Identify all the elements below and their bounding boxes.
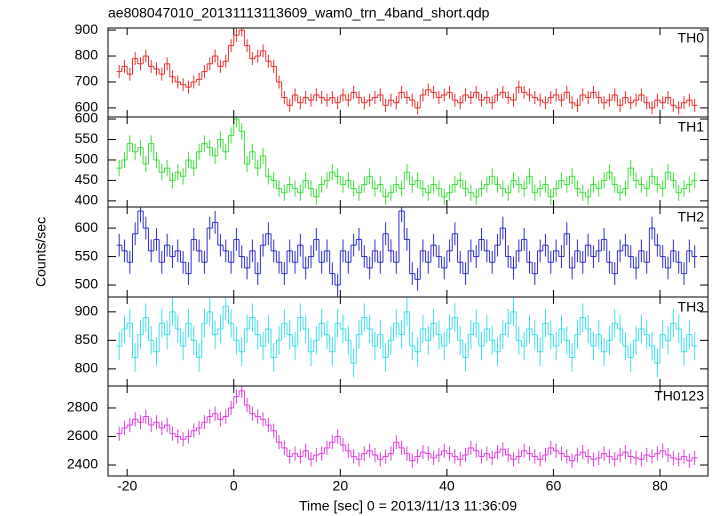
chart-title: ae808047010_20131113113609_wam0_trn_4ban… <box>108 5 490 21</box>
panel-frame <box>107 385 709 477</box>
x-axis-label: Time [sec] 0 = 2013/11/13 11:36:09 <box>299 498 517 514</box>
y-tick-label: 450 <box>75 171 99 187</box>
y-tick-label: 2600 <box>67 427 98 443</box>
y-tick-label: 550 <box>75 130 99 146</box>
panel-frame <box>107 206 709 298</box>
panel-label: TH0 <box>678 30 705 46</box>
y-tick-label: 2800 <box>67 399 98 415</box>
y-tick-label: 800 <box>75 360 99 376</box>
x-tick-label: 20 <box>333 478 349 494</box>
x-tick-label: 0 <box>230 478 238 494</box>
y-tick-label: 600 <box>75 99 99 115</box>
panel-frame <box>107 27 709 118</box>
y-tick-label: 400 <box>75 192 99 208</box>
x-tick-label: -20 <box>117 478 137 494</box>
panel-label: TH1 <box>678 119 705 135</box>
y-tick-label: 850 <box>75 331 99 347</box>
x-tick-label: 60 <box>546 478 562 494</box>
panel-frame <box>107 296 709 387</box>
panel-label: TH3 <box>678 299 705 315</box>
y-tick-label: 900 <box>75 303 99 319</box>
y-axis-label: Counts/sec <box>33 217 49 287</box>
y-tick-label: 500 <box>75 276 99 292</box>
panel-label: TH0123 <box>654 388 704 404</box>
y-tick-label: 700 <box>75 73 99 89</box>
y-tick-label: 900 <box>75 21 99 37</box>
y-tick-label: 2400 <box>67 456 98 472</box>
x-tick-label: 40 <box>439 478 455 494</box>
y-tick-label: 800 <box>75 47 99 63</box>
y-tick-label: 600 <box>75 219 99 235</box>
panel-frame <box>107 116 709 208</box>
y-tick-label: 550 <box>75 247 99 263</box>
y-tick-label: 500 <box>75 151 99 167</box>
y-tick-label: 600 <box>75 110 99 126</box>
x-tick-label: 80 <box>652 478 668 494</box>
panel-label: TH2 <box>678 209 705 225</box>
